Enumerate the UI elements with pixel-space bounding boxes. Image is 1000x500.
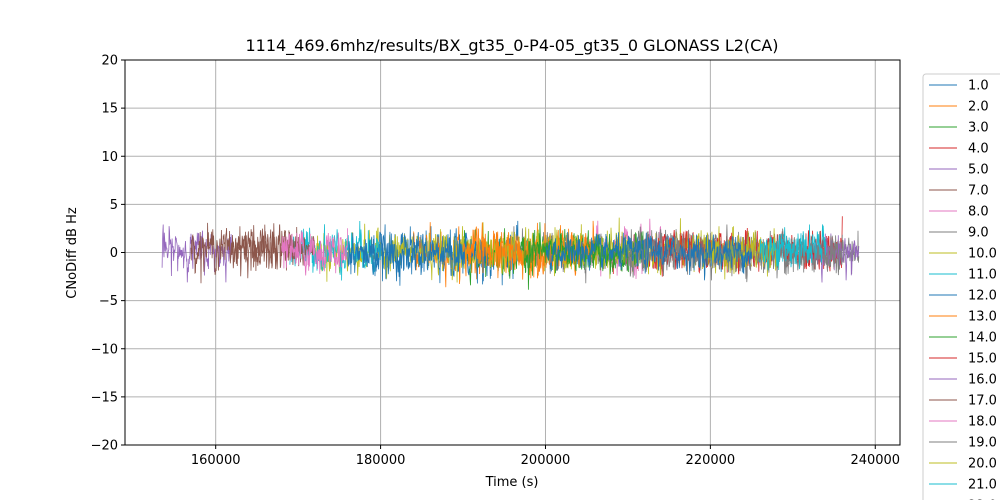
legend-entry: 22.0: [968, 499, 997, 500]
chart-title: 1114_469.6mhz/results/BX_gt35_0-P4-05_gt…: [245, 36, 778, 56]
y-tick-label: 10: [101, 150, 118, 165]
legend-entry: 1.0: [968, 79, 989, 94]
legend-entry: 13.0: [968, 310, 997, 325]
series-layer: [161, 216, 860, 290]
legend-entry: 10.0: [968, 247, 997, 262]
y-tick-label: 0: [110, 246, 118, 261]
series-line: [759, 224, 827, 271]
legend-entry: 3.0: [968, 121, 989, 136]
y-tick-label: −10: [91, 342, 118, 357]
series-line: [190, 222, 299, 284]
y-tick-label: 5: [110, 198, 118, 213]
y-tick-label: 20: [101, 54, 118, 69]
y-tick-label: −15: [91, 390, 118, 405]
legend-entry: 15.0: [968, 352, 997, 367]
x-axis-label: Time (s): [485, 475, 539, 490]
axis-ticks: 160000 180000 200000 220000 240000 20 15 10 5 0 −5…: [91, 54, 901, 469]
legend-entry: 20.0: [968, 457, 997, 472]
legend-box: [922, 73, 1000, 500]
legend-entry: 19.0: [968, 436, 997, 451]
legend-entry: 21.0: [968, 478, 997, 493]
series-line: [281, 228, 348, 276]
x-tick-label: 200000: [521, 453, 571, 468]
legend-entry: 5.0: [968, 163, 989, 178]
x-tick-label: 160000: [191, 453, 241, 468]
legend-entry: 2.0: [968, 100, 989, 115]
legend-entry: 9.0: [968, 226, 989, 241]
legend-entry: 18.0: [968, 415, 997, 430]
legend-entry: 11.0: [968, 268, 997, 283]
y-tick-label: −5: [99, 294, 118, 309]
legend-entry: 17.0: [968, 394, 997, 409]
y-tick-label: 15: [101, 102, 118, 117]
y-tick-label: −20: [91, 439, 118, 454]
x-tick-label: 180000: [356, 453, 406, 468]
legend-entry: 8.0: [968, 205, 989, 220]
legend-entry: 14.0: [968, 331, 997, 346]
legend-entry: 7.0: [968, 184, 989, 199]
legend-entry: 12.0: [968, 289, 997, 304]
x-tick-label: 220000: [686, 453, 736, 468]
legend: 1.0 2.0 3.0 4.0 5.0 7.0 8.0 9.0 10.0 11.0 12.0 13.0…: [922, 73, 1000, 500]
legend-entry: 16.0: [968, 373, 997, 388]
legend-entry: 4.0: [968, 142, 989, 157]
y-axis-label: CNoDiff dB Hz: [65, 207, 80, 299]
series-line: [545, 232, 752, 281]
series-line: [347, 224, 489, 286]
x-tick-label: 240000: [850, 453, 900, 468]
